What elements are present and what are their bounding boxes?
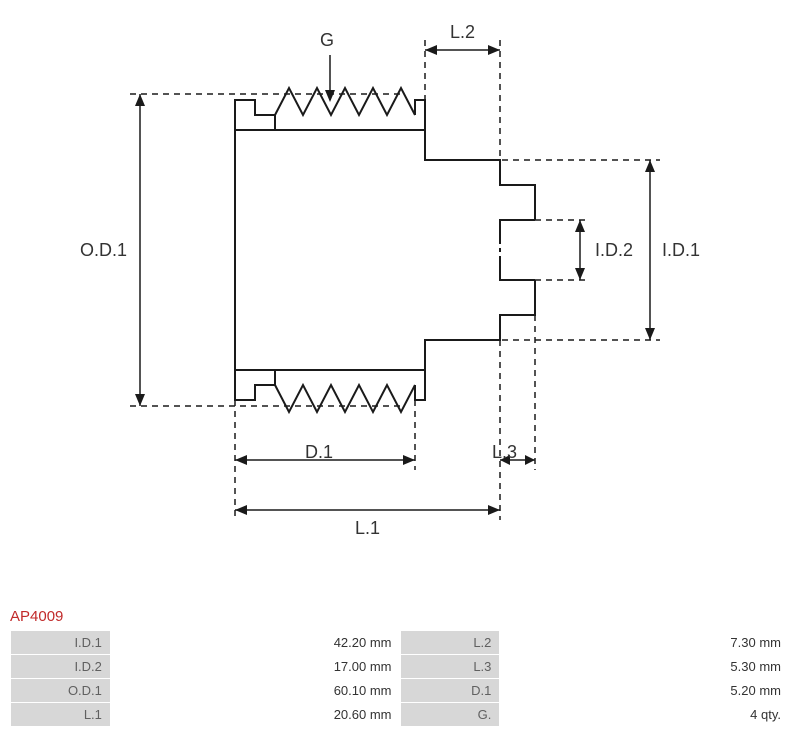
table-cell: 4 qty. [500,703,790,727]
spec-table: I.D.142.20 mmL.27.30 mmI.D.217.00 mmL.35… [10,630,790,727]
table-cell: I.D.2 [11,655,111,679]
table-cell: 7.30 mm [500,631,790,655]
table-cell: G. [400,703,500,727]
table-cell: L.2 [400,631,500,655]
table-cell: L.1 [11,703,111,727]
part-number: AP4009 [10,608,63,625]
table-row: I.D.142.20 mmL.27.30 mm [11,631,790,655]
label-d1: D.1 [305,442,333,463]
table-cell: 5.20 mm [500,679,790,703]
label-l2: L.2 [450,22,475,43]
table-cell: O.D.1 [11,679,111,703]
label-l1: L.1 [355,518,380,539]
label-id1: I.D.1 [662,240,700,261]
drawing-svg [60,10,760,570]
table-cell: L.3 [400,655,500,679]
table-row: O.D.160.10 mmD.15.20 mm [11,679,790,703]
table-row: I.D.217.00 mmL.35.30 mm [11,655,790,679]
label-id2: I.D.2 [595,240,633,261]
table-cell: 42.20 mm [110,631,400,655]
label-od1: O.D.1 [80,240,127,261]
table-cell: 60.10 mm [110,679,400,703]
table-cell: 5.30 mm [500,655,790,679]
table-cell: 20.60 mm [110,703,400,727]
label-g: G [320,30,334,51]
table-cell: I.D.1 [11,631,111,655]
table-cell: 17.00 mm [110,655,400,679]
table-row: L.120.60 mmG.4 qty. [11,703,790,727]
label-l3: L.3 [492,442,517,463]
table-cell: D.1 [400,679,500,703]
technical-drawing: G L.2 O.D.1 I.D.2 I.D.1 D.1 L.3 L.1 [0,0,800,600]
